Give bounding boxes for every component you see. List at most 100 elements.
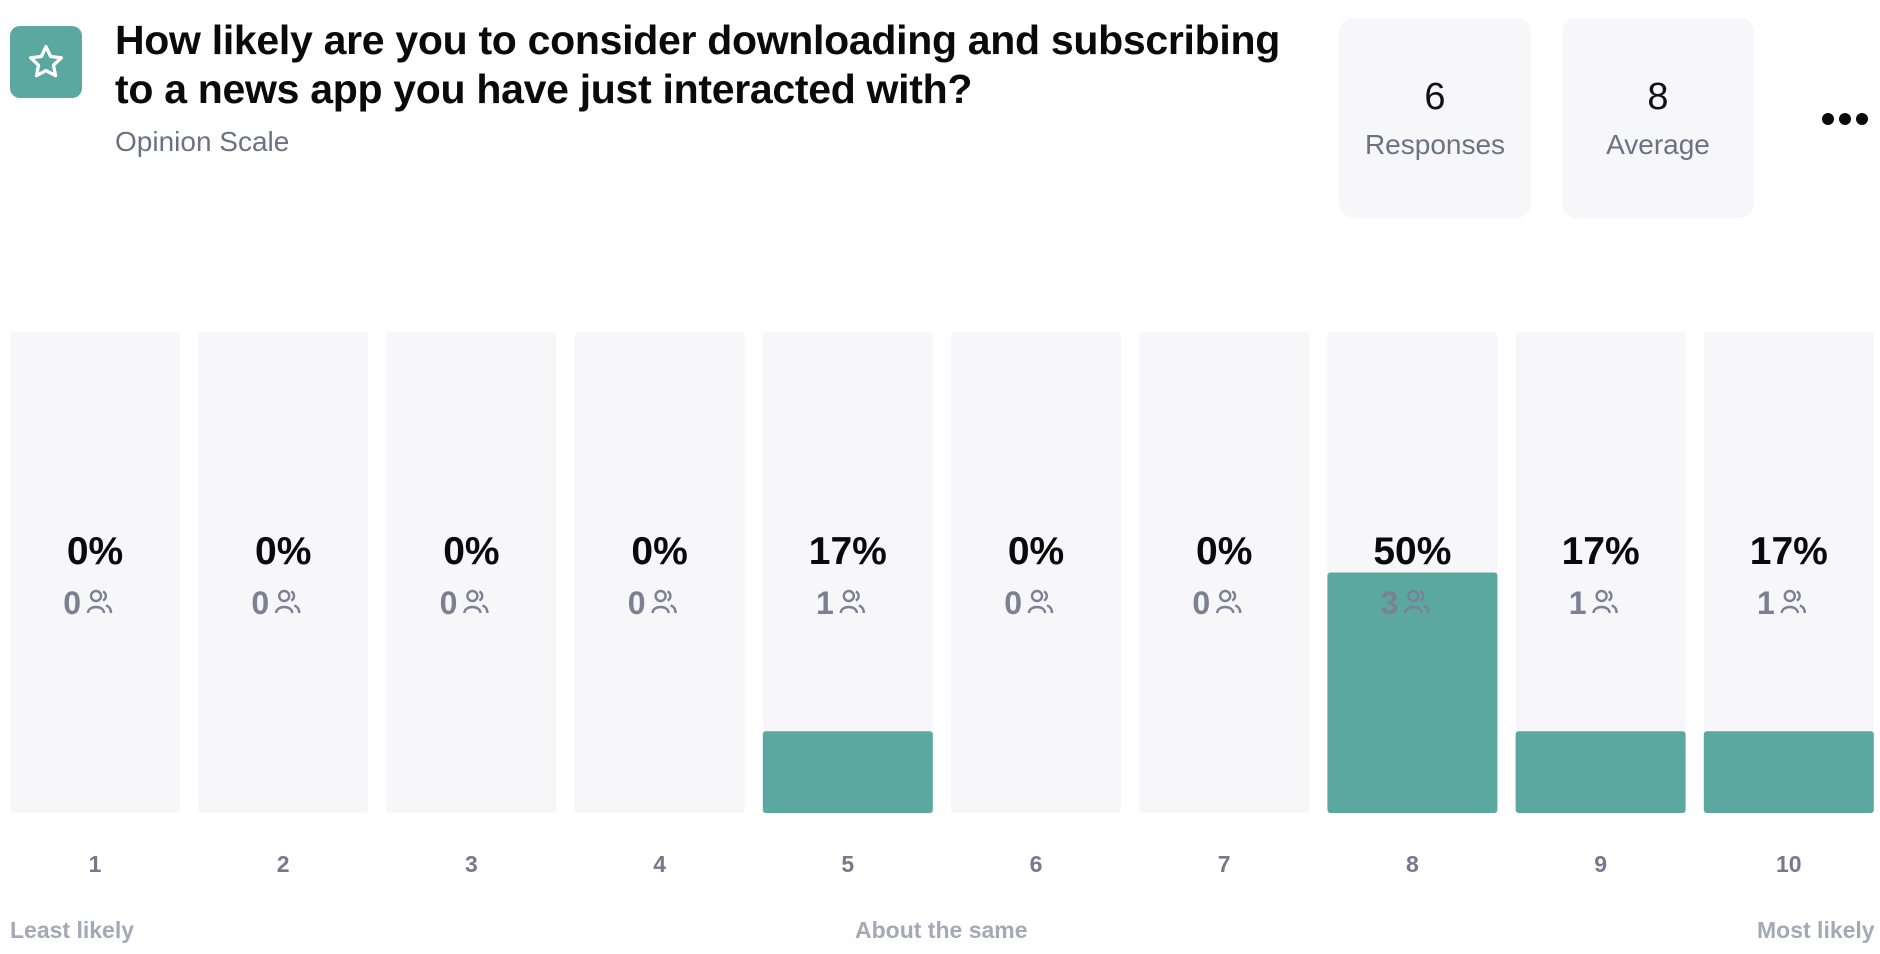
x-tick-label: 2: [277, 851, 290, 877]
bar-group-5: 17% 1 5: [762, 332, 933, 877]
scale-label-most-likely: Most likely: [1757, 917, 1875, 943]
people-icon-head: [466, 589, 479, 603]
responses-stat: 6 Responses: [1339, 18, 1531, 218]
people-icon-body-2: [293, 604, 301, 614]
people-icon-head: [1030, 589, 1044, 603]
people-icon-head-2: [1419, 590, 1425, 602]
people-icon: [1780, 589, 1807, 614]
x-tick-label: 5: [841, 851, 854, 877]
average-stat: 8 Average: [1562, 18, 1754, 218]
more-options-icon[interactable]: [1822, 108, 1868, 130]
data-label-count: 3: [1381, 585, 1399, 621]
data-label-percent: 0%: [443, 530, 499, 573]
scale-label-least-likely: Least likely: [10, 917, 135, 943]
x-tick-label: 9: [1594, 851, 1607, 877]
people-icon-head: [1783, 589, 1797, 603]
responses-count: 6: [1424, 76, 1446, 118]
people-icon: [1404, 589, 1430, 614]
data-label-count: 0: [1192, 585, 1210, 621]
data-label-count: 1: [1757, 585, 1775, 621]
people-icon-body-2: [670, 604, 677, 614]
data-label-percent: 0%: [1008, 530, 1064, 573]
bar-group-4: 0% 0 4: [574, 332, 745, 877]
people-icon-body: [1215, 605, 1235, 614]
x-tick-label: 3: [465, 851, 478, 877]
data-label-percent: 17%: [1562, 530, 1640, 573]
bar-track: [574, 332, 745, 813]
people-icon-body: [1404, 605, 1423, 614]
x-tick-label: 6: [1030, 851, 1043, 877]
people-icon-head-2: [855, 590, 860, 602]
people-icon-head-2: [666, 590, 672, 602]
people-icon-body-2: [1611, 604, 1618, 614]
data-label-count: 0: [251, 585, 269, 621]
x-tick-label: 1: [89, 851, 102, 877]
people-icon-head-2: [1231, 590, 1237, 602]
people-icon-head-2: [1043, 590, 1048, 602]
people-icon-body-2: [858, 604, 865, 614]
bar-group-1: 0% 0 1: [10, 332, 180, 877]
people-icon: [86, 589, 113, 614]
data-label-count: 0: [440, 585, 458, 621]
data-label-percent: 0%: [1196, 530, 1252, 573]
responses-label: Responses: [1364, 129, 1506, 160]
people-icon-body-2: [1799, 604, 1807, 614]
bar-group-8: 50% 3 8: [1327, 332, 1498, 877]
data-label-percent: 50%: [1373, 530, 1451, 573]
bar: [1327, 572, 1498, 813]
scale-label-about-same: About the same: [855, 917, 1028, 943]
people-icon-body: [651, 605, 670, 614]
people-icon-body: [1027, 605, 1047, 614]
bar-group-6: 0% 0 6: [951, 332, 1121, 877]
bar-track: [1139, 332, 1310, 813]
people-icon-body-2: [1422, 604, 1430, 614]
bar-track: [1515, 332, 1686, 813]
people-icon-head: [1595, 589, 1608, 603]
x-tick-label: 4: [653, 851, 666, 877]
bar-group-3: 0% 0 3: [386, 332, 557, 877]
data-label-count: 0: [628, 585, 646, 621]
x-tick-label: 8: [1406, 851, 1419, 877]
bar-track: [10, 332, 180, 813]
people-icon-body-2: [1234, 604, 1242, 614]
people-icon-body: [463, 605, 482, 614]
question-title: How likely are you to consider downloadi…: [115, 17, 1280, 112]
people-icon: [839, 589, 865, 614]
data-label-percent: 17%: [1750, 530, 1828, 573]
star-icon: [29, 45, 63, 78]
people-icon-body: [86, 605, 106, 614]
people-icon-head: [278, 589, 291, 603]
people-icon-head-2: [1607, 590, 1613, 602]
data-label-percent: 17%: [809, 530, 887, 573]
average-value: 8: [1647, 76, 1669, 118]
data-label-count: 1: [1569, 585, 1587, 621]
x-tick-label: 7: [1218, 851, 1231, 877]
people-icon-head: [1218, 589, 1232, 603]
bar-track: [198, 332, 369, 813]
people-icon: [1592, 589, 1618, 614]
data-label-count: 1: [816, 585, 834, 621]
more-dot: [1856, 113, 1868, 125]
people-icon-head-2: [102, 590, 107, 602]
more-dot: [1822, 113, 1834, 125]
question-type: Opinion Scale: [115, 126, 290, 157]
people-icon-body: [839, 605, 858, 614]
people-icon-body: [1592, 605, 1611, 614]
people-icon-head: [1407, 589, 1420, 603]
people-icon-body-2: [1046, 604, 1054, 614]
bar-group-7: 0% 0 7: [1139, 332, 1310, 877]
people-icon-head-2: [290, 590, 296, 602]
people-icon-head: [89, 589, 103, 603]
people-icon: [1027, 589, 1054, 614]
data-label-count: 0: [1004, 585, 1022, 621]
people-icon-body-2: [481, 604, 489, 614]
people-icon-head-2: [478, 590, 484, 602]
bar-track: [951, 332, 1121, 813]
people-icon-body: [275, 605, 294, 614]
bar: [1703, 731, 1874, 813]
data-label-count: 0: [63, 585, 81, 621]
data-label-percent: 0%: [255, 530, 311, 573]
people-icon-body: [1780, 605, 1800, 614]
bar-group-10: 17% 1 10: [1703, 332, 1874, 877]
